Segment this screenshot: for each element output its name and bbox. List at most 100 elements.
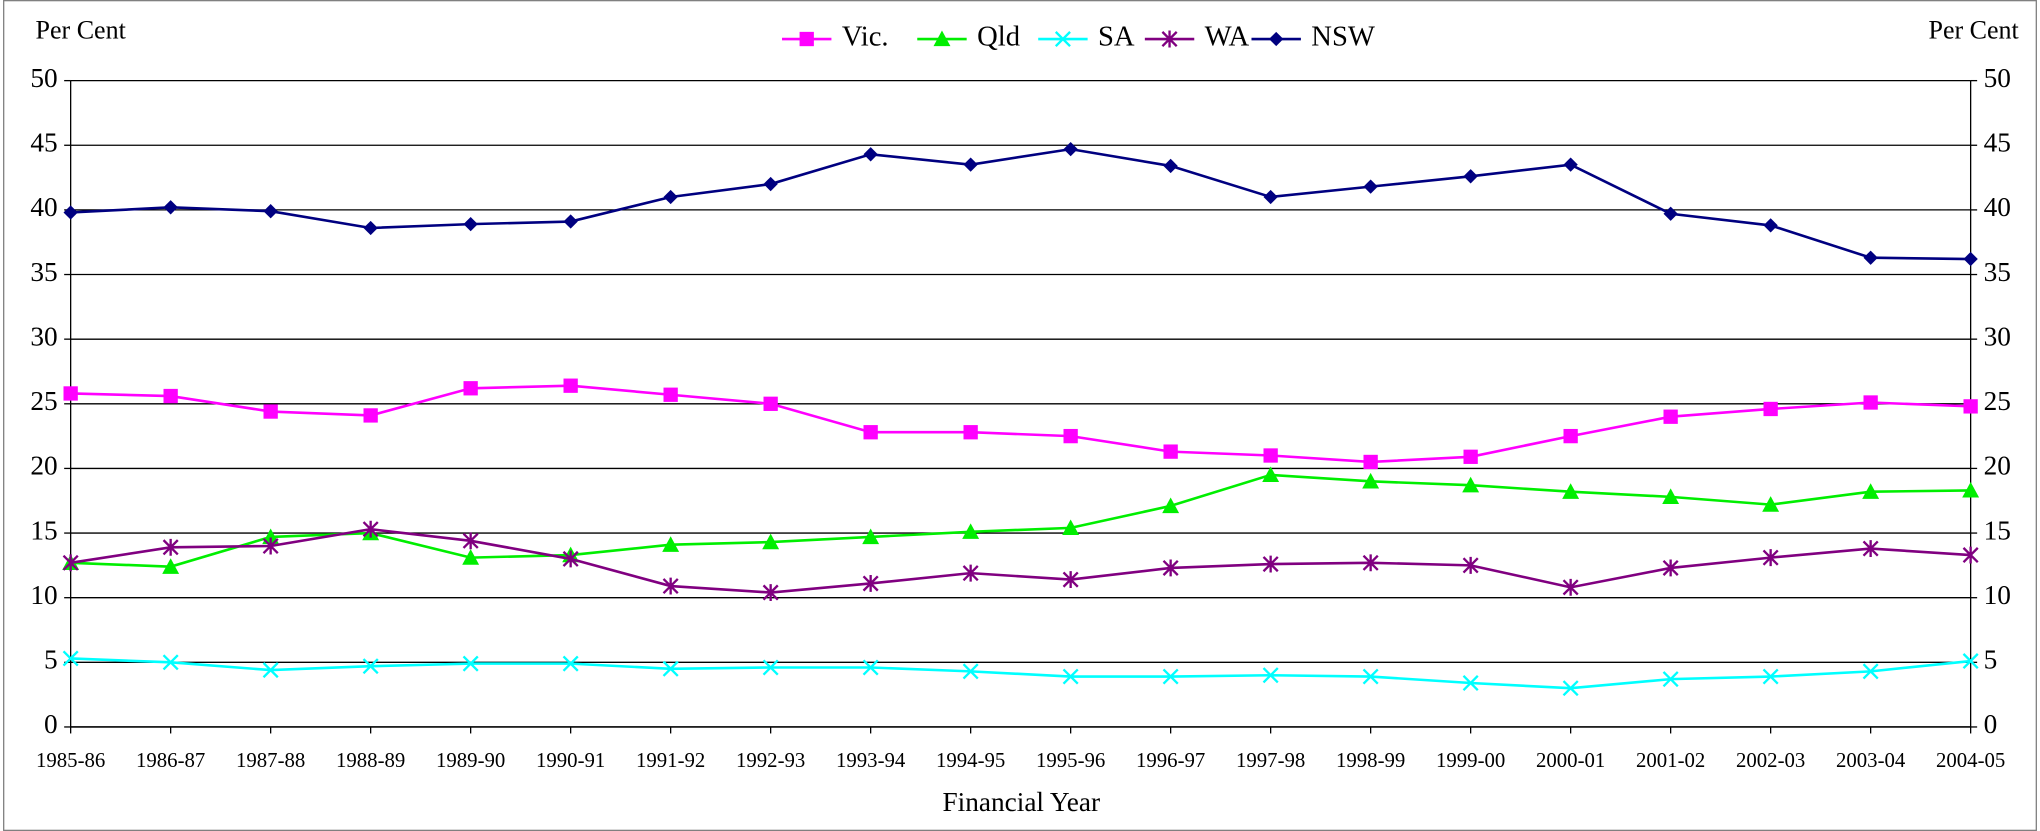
point — [63, 386, 78, 401]
y-tick-label: 35 — [30, 257, 57, 287]
point — [963, 425, 978, 440]
x-tick-label: 1988-89 — [336, 749, 405, 772]
point — [1662, 671, 1679, 688]
x-tick-label: 2001-02 — [1636, 749, 1705, 772]
x-tick-label: 2003-04 — [1836, 749, 1906, 772]
legend-item: NSW — [1251, 22, 1375, 53]
point — [163, 388, 178, 404]
point — [763, 176, 778, 192]
point — [1163, 444, 1178, 459]
series-line — [70, 657, 1971, 690]
x-tick-label: 2004-05 — [1936, 749, 2005, 772]
point — [1162, 559, 1179, 577]
point — [799, 31, 814, 47]
point — [263, 204, 278, 219]
series-line — [70, 384, 1971, 464]
point — [1762, 549, 1779, 567]
x-tick-label: 1989-90 — [436, 749, 505, 772]
x-tick-label: 1998-99 — [1336, 749, 1405, 772]
point — [1263, 189, 1278, 205]
x-tick-label: 2000-01 — [1536, 749, 1605, 772]
y2-tick-label: 25 — [1984, 386, 2011, 416]
y2-axis-title: Per Cent — [1928, 15, 2019, 44]
y2-tick-label: 20 — [1984, 451, 2011, 481]
x-tick-label: 1990-91 — [536, 749, 605, 772]
point — [1462, 476, 1480, 493]
y-tick-label: 5 — [44, 645, 58, 675]
y-tick-label: 10 — [30, 580, 57, 610]
point — [1963, 251, 1978, 267]
point — [362, 520, 379, 538]
point — [1262, 555, 1279, 573]
point — [1062, 571, 1079, 589]
series-line — [70, 473, 1971, 568]
x-tick-label: 1986-87 — [136, 749, 205, 772]
point — [163, 200, 178, 215]
point — [1062, 668, 1079, 685]
point — [862, 575, 879, 592]
x-tick-label: 1996-97 — [1136, 749, 1205, 772]
point — [363, 408, 378, 423]
legend-label: NSW — [1311, 22, 1375, 53]
point — [1463, 169, 1478, 184]
point — [1663, 206, 1678, 221]
point — [162, 538, 179, 556]
point — [762, 584, 779, 601]
point — [1763, 401, 1778, 417]
y-axis-title: Per Cent — [36, 15, 127, 44]
point — [1263, 448, 1278, 463]
point — [1062, 519, 1080, 536]
point — [1863, 250, 1878, 265]
point — [1162, 668, 1179, 685]
point — [1262, 466, 1280, 483]
point — [1462, 675, 1479, 691]
point — [463, 216, 478, 232]
point — [1362, 668, 1379, 685]
point — [763, 396, 778, 411]
point — [562, 655, 579, 672]
series-line — [70, 527, 1971, 594]
y2-tick-label: 5 — [1984, 645, 1998, 675]
legend-item: Qld — [917, 22, 1020, 53]
point — [1162, 497, 1180, 514]
point — [662, 536, 680, 552]
x-tick-label: 1991-92 — [636, 749, 705, 772]
point — [1762, 668, 1779, 685]
legend-item: SA — [1038, 22, 1135, 53]
x-tick-label: 1987-88 — [236, 749, 305, 772]
point — [1962, 481, 1980, 498]
series-line — [70, 147, 1971, 261]
point — [1763, 218, 1778, 233]
point — [1962, 546, 1979, 564]
point — [1363, 454, 1378, 470]
x-tick-label: 1995-96 — [1036, 749, 1105, 772]
point — [63, 205, 78, 220]
point — [1562, 483, 1580, 499]
y2-tick-label: 50 — [1984, 63, 2011, 93]
point — [1063, 428, 1078, 444]
point — [262, 537, 279, 555]
y-tick-label: 0 — [44, 709, 58, 739]
y-tick-label: 50 — [30, 63, 57, 93]
point — [1262, 667, 1279, 684]
point — [862, 528, 880, 545]
point — [1362, 472, 1380, 489]
y-tick-label: 40 — [30, 192, 57, 222]
point — [1462, 556, 1479, 574]
point — [1862, 483, 1880, 499]
point — [162, 654, 179, 671]
point — [1963, 399, 1978, 414]
y-tick-label: 25 — [30, 386, 57, 416]
x-tick-label: 1993-94 — [836, 749, 906, 772]
y2-tick-label: 0 — [1984, 709, 1998, 739]
point — [963, 157, 978, 172]
y2-tick-label: 15 — [1984, 515, 2011, 545]
legend-label: SA — [1098, 22, 1135, 53]
point — [462, 532, 479, 550]
point — [162, 558, 180, 574]
y-tick-label: 30 — [30, 321, 57, 351]
point — [663, 189, 678, 205]
point — [762, 659, 779, 676]
y-tick-label: 20 — [30, 451, 57, 481]
point — [762, 533, 780, 550]
